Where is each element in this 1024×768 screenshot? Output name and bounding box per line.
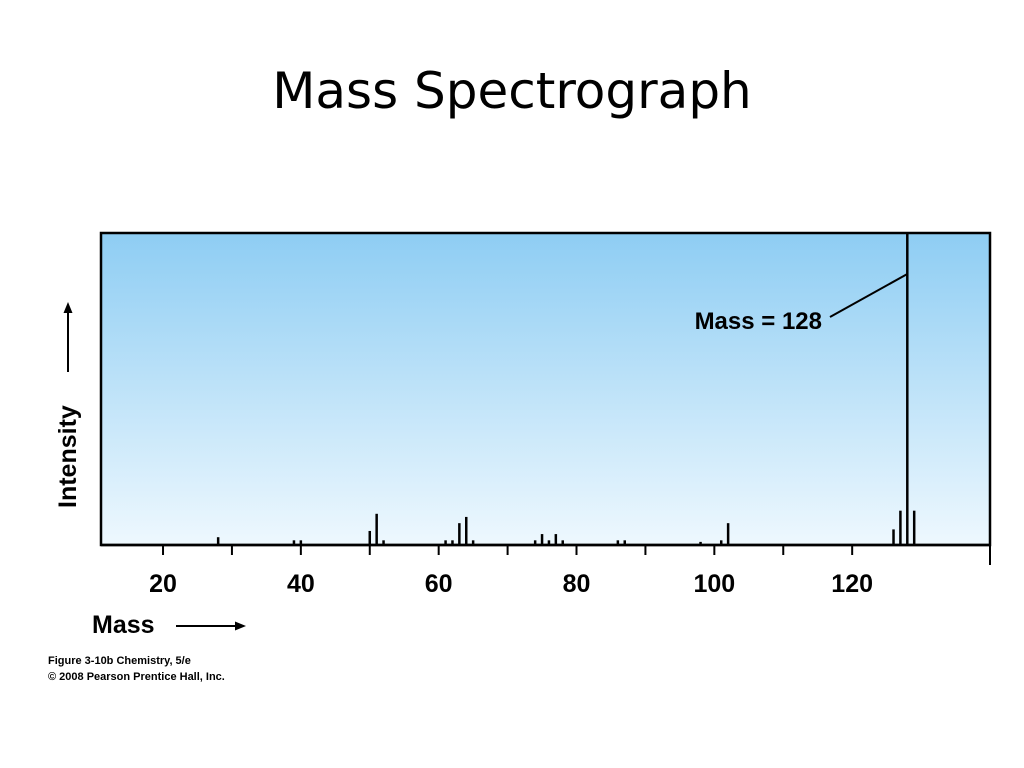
figure-caption: Figure 3-10b Chemistry, 5/e	[48, 655, 191, 667]
x-axis-label: Mass	[92, 611, 155, 639]
x-tick-label-100: 100	[693, 570, 735, 598]
x-ticks-layer: 20 40 60 80 100 120	[149, 545, 991, 598]
x-tick-label-120: 120	[831, 570, 873, 598]
y-axis-label: Intensity	[54, 405, 82, 508]
y-axis-label-group: Intensity	[54, 302, 82, 508]
annotation-label: Mass = 128	[695, 308, 822, 335]
plot-area-background	[99, 231, 992, 547]
x-tick-label-80: 80	[563, 570, 591, 598]
page-title: Mass Spectrograph	[272, 62, 752, 120]
x-axis-arrowhead	[235, 621, 246, 631]
annotation-leader-line	[829, 273, 908, 318]
x-tick-label-20: 20	[149, 570, 177, 598]
x-tick-label-60: 60	[425, 570, 453, 598]
x-axis-label-group: Mass	[92, 611, 246, 639]
copyright-caption: © 2008 Pearson Prentice Hall, Inc.	[48, 671, 225, 683]
y-axis-arrowhead	[63, 302, 73, 313]
x-tick-label-40: 40	[287, 570, 315, 598]
